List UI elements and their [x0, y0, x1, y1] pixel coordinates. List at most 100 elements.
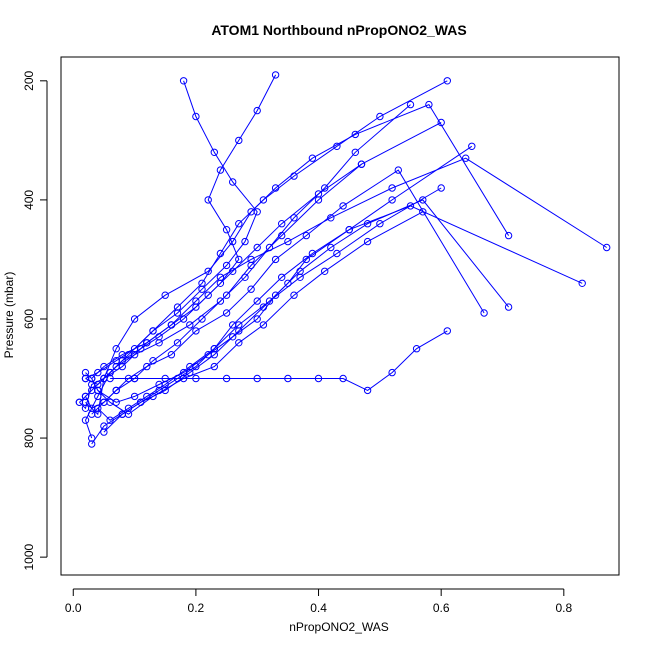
- data-point: [271, 291, 280, 299]
- data-point: [437, 118, 445, 127]
- series-line: [84, 80, 448, 439]
- data-point: [302, 255, 310, 264]
- data-point: [106, 416, 114, 424]
- data-point: [112, 362, 120, 371]
- data-point: [363, 386, 372, 395]
- data-point: [75, 398, 84, 406]
- data-point: [284, 374, 292, 383]
- data-point: [88, 404, 96, 412]
- data-point: [443, 77, 451, 85]
- data-point: [578, 279, 586, 287]
- data-point: [419, 208, 427, 216]
- data-point: [253, 243, 261, 252]
- data-point: [222, 309, 231, 317]
- data-point: [247, 261, 255, 270]
- data-point: [112, 345, 120, 353]
- data-point: [321, 184, 329, 192]
- data-point: [363, 237, 372, 246]
- data-point: [143, 362, 151, 371]
- data-point: [192, 374, 200, 383]
- data-point: [179, 368, 188, 377]
- x-tick-label: 0.2: [188, 601, 205, 615]
- data-point: [204, 196, 212, 204]
- data-point: [412, 345, 421, 353]
- series-line: [97, 199, 509, 403]
- data-point: [235, 339, 243, 347]
- data-point: [235, 255, 243, 264]
- data-point: [302, 231, 310, 240]
- data-point: [406, 202, 415, 210]
- data-point: [253, 315, 261, 323]
- data-point: [290, 214, 298, 222]
- data-point: [253, 208, 261, 216]
- series-line: [91, 74, 277, 379]
- data-point: [204, 267, 212, 275]
- data-point: [259, 321, 268, 329]
- series-line: [79, 157, 607, 410]
- data-point: [241, 237, 249, 246]
- data-point: [308, 154, 317, 162]
- data-point: [100, 428, 108, 436]
- data-point: [247, 285, 255, 293]
- data-point: [278, 231, 286, 240]
- data-point: [419, 196, 427, 204]
- y-tick-label: 800: [22, 428, 36, 448]
- series-line: [79, 163, 362, 409]
- data-point: [437, 184, 445, 192]
- x-tick-label: 0.6: [433, 601, 450, 615]
- data-point: [265, 243, 274, 252]
- data-point: [210, 345, 219, 353]
- data-point: [468, 142, 476, 151]
- data-point: [106, 374, 114, 383]
- data-point: [603, 243, 611, 252]
- data-point: [290, 291, 298, 299]
- data-point: [253, 106, 261, 115]
- data-point: [229, 178, 237, 186]
- data-point: [130, 374, 139, 383]
- axes-layer: 0.0 0.2 0.4 0.6 0.8 200 400 600 800 1000: [22, 70, 572, 614]
- data-point: [186, 321, 194, 329]
- x-tick-label: 0.0: [65, 601, 82, 615]
- data-point: [339, 202, 347, 210]
- data-point: [388, 196, 396, 204]
- data-point: [222, 226, 231, 234]
- x-axis-label: nPropONO2_WAS: [289, 620, 389, 634]
- data-point: [130, 392, 139, 401]
- data-point: [210, 148, 219, 157]
- data-point: [100, 398, 108, 406]
- data-point: [100, 362, 108, 371]
- data-point: [406, 100, 415, 109]
- data-point: [259, 196, 268, 204]
- data-point: [278, 273, 286, 281]
- data-point: [278, 220, 286, 228]
- data-point: [480, 309, 488, 317]
- data-layer: [75, 71, 611, 448]
- data-point: [143, 339, 151, 347]
- data-point: [216, 279, 225, 287]
- x-tick-label: 0.4: [310, 601, 327, 615]
- data-point: [210, 362, 219, 371]
- data-point: [376, 220, 384, 228]
- data-point: [149, 357, 157, 365]
- data-point: [112, 386, 120, 395]
- data-point: [118, 410, 127, 418]
- data-point: [204, 291, 212, 299]
- plot-frame: [60, 56, 620, 576]
- data-point: [394, 166, 402, 174]
- data-point: [271, 255, 280, 264]
- data-point: [339, 374, 347, 383]
- x-tick-label: 0.8: [555, 601, 572, 615]
- data-point: [345, 226, 353, 234]
- data-point: [504, 231, 513, 240]
- y-axis-label: Pressure (mbar): [2, 272, 16, 359]
- series-line: [110, 330, 448, 391]
- data-point: [155, 339, 163, 347]
- data-point: [222, 291, 231, 299]
- data-point: [425, 100, 433, 109]
- data-point: [253, 297, 261, 305]
- series-line: [85, 104, 411, 397]
- data-point: [88, 374, 96, 383]
- data-point: [253, 374, 261, 383]
